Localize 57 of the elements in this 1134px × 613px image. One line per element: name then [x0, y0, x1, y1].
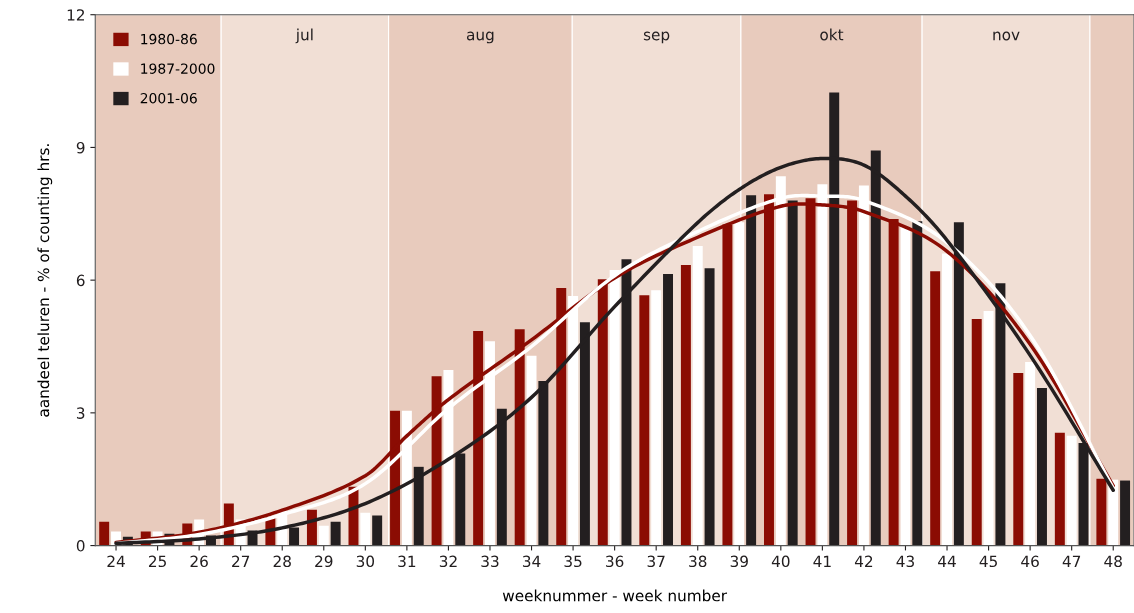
bar [930, 271, 941, 546]
x-tick-label: 35 [564, 555, 582, 568]
bar [787, 200, 798, 546]
band-label: nov [993, 31, 1020, 41]
y-tick-label: 0 [76, 540, 85, 552]
x-tick-label: 29 [315, 555, 333, 568]
bar [1120, 480, 1131, 546]
band-label: sep [643, 31, 670, 44]
x-tick-label: 25 [148, 555, 166, 568]
x-tick-label: 47 [1062, 555, 1081, 567]
x-tick-label: 46 [1021, 555, 1039, 568]
y-tick-label: 12 [67, 9, 84, 21]
bar [704, 268, 715, 546]
x-tick-label: 41 [813, 555, 831, 567]
legend-label: 1980-86 [141, 33, 197, 45]
x-tick-label: 43 [896, 555, 914, 568]
x-tick-label: 38 [689, 555, 707, 568]
bar [1036, 388, 1047, 546]
x-tick-label: 37 [647, 555, 665, 568]
x-tick-label: 27 [232, 555, 250, 567]
y-tick-label: 9 [76, 141, 85, 154]
x-tick-label: 42 [854, 555, 873, 567]
x-axis-title: weeknummer - week number [502, 589, 728, 602]
bar [746, 195, 757, 546]
y-tick-label: 6 [76, 274, 85, 287]
x-tick-label: 24 [107, 555, 125, 567]
y-tick-label: 3 [76, 407, 85, 419]
bar [99, 521, 110, 546]
bar [912, 221, 923, 546]
band-label: okt [820, 28, 844, 41]
x-tick-label: 33 [481, 555, 499, 568]
bar [1096, 478, 1107, 546]
x-tick-label: 40 [771, 555, 790, 568]
bar [663, 273, 674, 546]
bar [680, 265, 691, 546]
x-tick-label: 44 [938, 555, 956, 567]
band-label: jul [295, 28, 313, 44]
x-tick-label: 28 [273, 555, 291, 568]
x-tick-label: 30 [356, 555, 375, 568]
x-tick-label: 34 [522, 555, 541, 568]
band-label: aug [466, 31, 494, 44]
legend-label: 2001-06 [140, 92, 197, 104]
bar [639, 295, 650, 546]
x-tick-label: 45 [979, 555, 997, 568]
bar [971, 319, 982, 546]
x-tick-label: 32 [439, 555, 457, 568]
bar [1013, 373, 1024, 546]
bar [372, 515, 383, 546]
bar [330, 521, 341, 546]
x-tick-label: 36 [606, 555, 624, 568]
legend-label: 1987-2000 [141, 63, 215, 74]
x-tick-label: 31 [398, 555, 416, 568]
bar [1054, 432, 1065, 546]
x-tick-label: 48 [1104, 555, 1122, 568]
x-tick-label: 39 [730, 555, 748, 568]
y-axis-title: aandeel teluren - % of counting hrs. [37, 144, 53, 417]
x-tick-label: 26 [190, 555, 208, 568]
